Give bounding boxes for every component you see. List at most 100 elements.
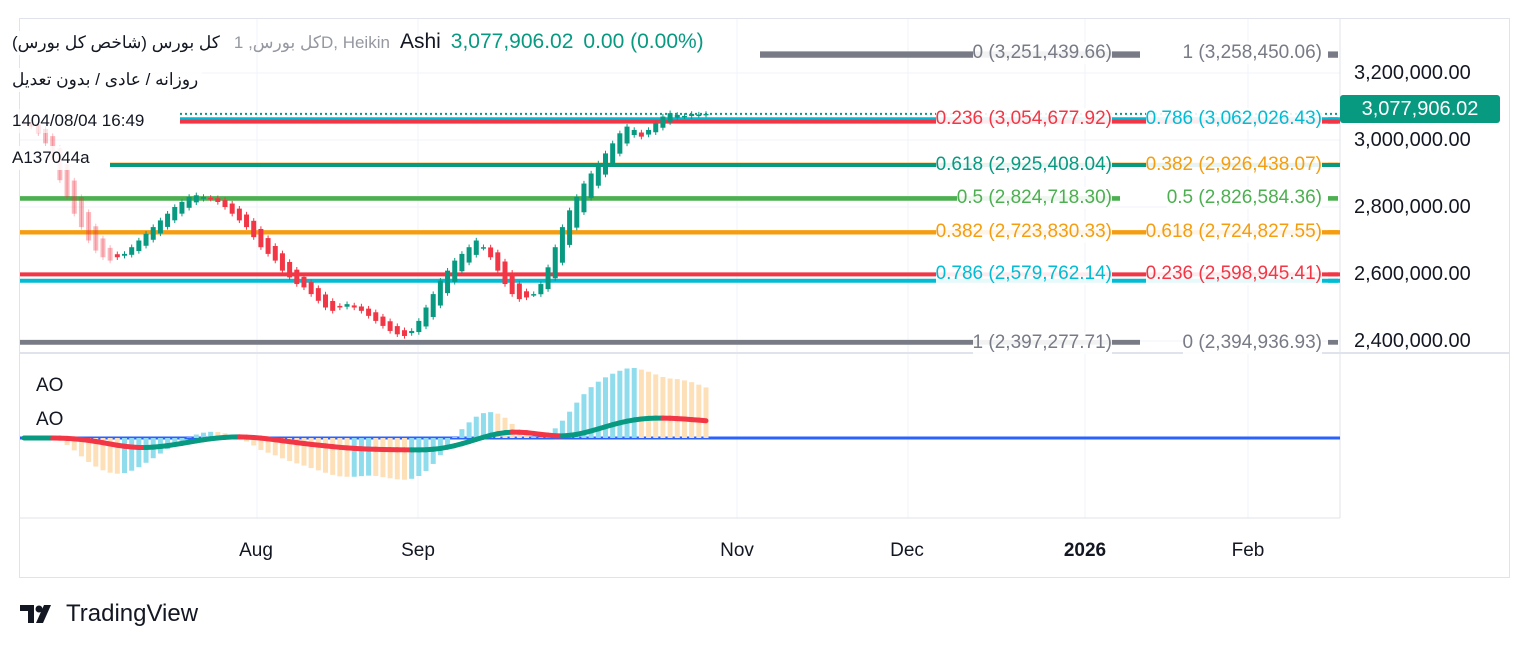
ao-label[interactable]: AO	[36, 375, 64, 396]
candle-body	[588, 173, 594, 198]
ao-histogram-bar	[200, 432, 206, 438]
candle-body	[358, 306, 364, 311]
candle-body	[179, 201, 185, 214]
user-label: A137044a	[8, 146, 94, 170]
ao-histogram-bar	[244, 438, 250, 442]
candle-body	[459, 253, 465, 272]
candle-body	[689, 113, 695, 117]
fib-level-label: 0.786 (2,579,762.14)	[935, 263, 1112, 286]
candle-body	[315, 288, 321, 301]
ao-histogram-bar	[330, 438, 336, 475]
ao-histogram-bar	[452, 437, 458, 438]
ao-histogram-bar	[265, 438, 271, 453]
ao-histogram-bar	[459, 429, 465, 438]
candle-body	[157, 220, 163, 234]
ao-histogram-bar	[179, 438, 185, 441]
candle-body	[78, 197, 84, 228]
ao-histogram-bar	[301, 438, 307, 466]
ao-histogram-bar	[631, 368, 637, 438]
candle-body	[129, 247, 135, 255]
ao-histogram-bar	[445, 438, 451, 447]
ao-histogram-bar	[531, 437, 537, 438]
tradingview-logo-icon	[20, 605, 51, 623]
candle-body	[143, 233, 149, 246]
candle-body	[401, 330, 407, 336]
candle-body	[509, 272, 515, 295]
candle-body	[667, 113, 673, 123]
candle-body	[423, 307, 429, 327]
candle-body	[330, 300, 336, 311]
candle-body	[208, 197, 214, 200]
candle-body	[287, 261, 293, 278]
candle-body	[674, 114, 680, 118]
price-tick: 2,600,000.00	[1354, 263, 1471, 285]
candle-body	[215, 198, 221, 202]
candle-body	[86, 212, 92, 241]
candle-body	[394, 326, 400, 335]
candle-body	[574, 196, 580, 228]
candle-body	[631, 129, 637, 136]
candle-body	[93, 226, 99, 251]
ao-histogram-bar	[215, 431, 221, 438]
ao-histogram-bar	[107, 438, 113, 473]
ao-histogram-bar	[373, 438, 379, 476]
ao-histogram-bar	[646, 371, 652, 438]
chart-header: کل بورس (شاخص کل بورس) کل بورس, 1D, Heik…	[8, 30, 704, 55]
ao-histogram-bar	[186, 437, 192, 438]
ao-histogram-bar	[473, 416, 479, 438]
candle-body	[416, 320, 422, 333]
ao-histogram-bar	[193, 434, 199, 438]
ao-histogram-bar	[660, 376, 666, 438]
candle-body	[136, 240, 142, 252]
ao-histogram-bar	[337, 438, 343, 477]
candle-body	[122, 253, 128, 256]
ao-histogram-bar	[559, 420, 565, 438]
candle-body	[229, 203, 235, 214]
fib-level-label: 1 (3,258,450.06)	[1182, 42, 1322, 65]
ao-histogram-bar	[681, 380, 687, 438]
last-price-tag: 3,077,906.02	[1340, 95, 1500, 123]
ao-histogram-bar	[567, 411, 573, 438]
candle-body	[516, 283, 522, 300]
ao-label[interactable]: AO	[36, 409, 64, 430]
candle-body	[552, 247, 558, 279]
ao-histogram-bar	[674, 379, 680, 438]
ao-histogram-bar	[358, 438, 364, 477]
ao-signal-line	[696, 417, 709, 424]
candle-body	[581, 183, 587, 213]
candle-body	[473, 240, 479, 255]
ao-histogram-bar	[602, 377, 608, 438]
candle-body	[452, 260, 458, 282]
candle-body	[200, 196, 206, 199]
ao-histogram-bar	[617, 370, 623, 438]
candle-body	[43, 128, 49, 144]
fib-level-label: 0.236 (2,598,945.41)	[1145, 263, 1322, 286]
candle-body	[193, 195, 199, 203]
time-tick: Dec	[890, 540, 924, 561]
candle-body	[165, 213, 171, 227]
candle-body	[409, 330, 415, 334]
candle-body	[251, 220, 257, 238]
candle-body	[559, 227, 565, 263]
candle-body	[344, 304, 350, 307]
time-tick: 2026	[1063, 540, 1107, 561]
candle-body	[71, 180, 77, 214]
fib-level-label: 0 (2,394,936.93)	[1182, 331, 1322, 354]
candle-body	[567, 210, 573, 245]
symbol-name[interactable]: کل بورس (شاخص کل بورس)	[8, 31, 224, 55]
candle-body	[100, 238, 106, 258]
candle-body	[531, 294, 537, 296]
ao-histogram-bar	[114, 438, 120, 474]
ao-histogram-bar	[351, 438, 357, 477]
ao-histogram-bar	[574, 402, 580, 438]
candle-body	[610, 143, 616, 164]
candle-body	[373, 312, 379, 321]
time-tick: Aug	[239, 540, 273, 561]
candle-body	[301, 276, 307, 288]
tradingview-logo[interactable]: TradingView	[20, 600, 198, 628]
time-tick: Nov	[720, 540, 754, 561]
ao-histogram-bar	[488, 412, 494, 438]
candle-body	[681, 115, 687, 118]
candle-body	[538, 284, 544, 295]
